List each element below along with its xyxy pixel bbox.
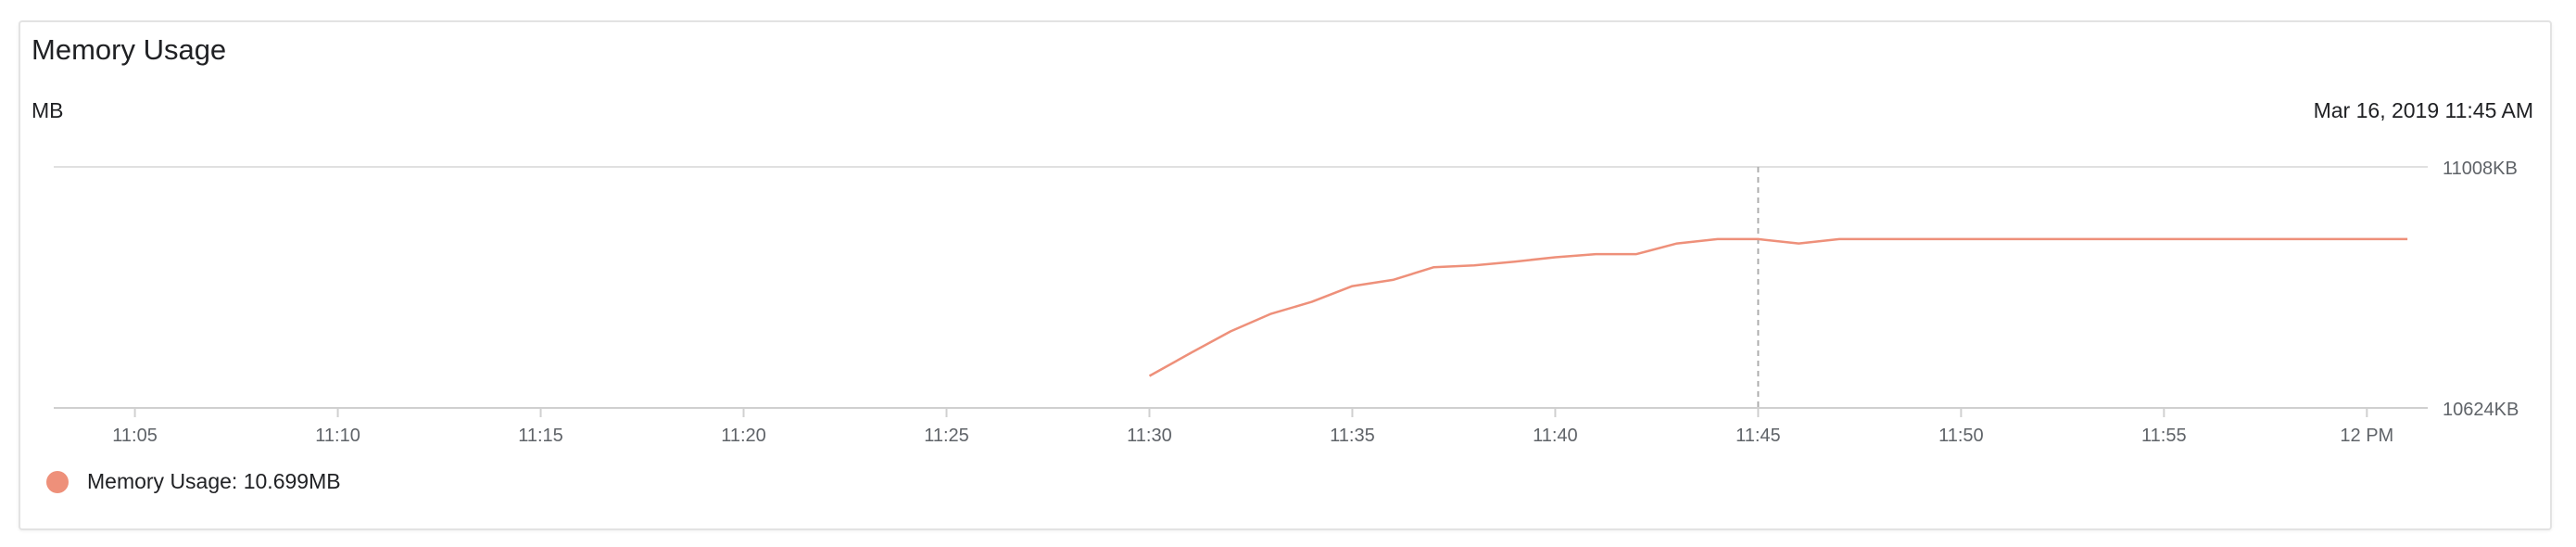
hover-timestamp: Mar 16, 2019 11:45 AM — [2313, 98, 2533, 122]
legend-label: Memory Usage: 10.699MB — [87, 469, 341, 493]
panel-title: Memory Usage — [32, 33, 227, 66]
x-tick-label: 11:45 — [1736, 426, 1781, 446]
unit-label: MB — [32, 98, 64, 122]
memory-usage-panel — [19, 20, 2552, 530]
x-tick-label: 11:50 — [1938, 426, 1984, 446]
x-tick-label: 11:40 — [1533, 426, 1578, 446]
x-tick-label: 11:15 — [518, 426, 563, 446]
legend-swatch — [46, 470, 69, 493]
x-tick-label: 11:35 — [1330, 426, 1375, 446]
y-tick-label: 11008KB — [2443, 159, 2518, 179]
y-tick-label: 10624KB — [2443, 400, 2519, 420]
x-tick-label: 11:05 — [112, 426, 158, 446]
x-tick-label: 11:25 — [924, 426, 969, 446]
legend[interactable]: Memory Usage: 10.699MB — [46, 469, 341, 494]
x-tick-label: 12 PM — [2340, 426, 2393, 446]
x-tick-label: 11:20 — [721, 426, 766, 446]
x-tick-label: 11:30 — [1127, 426, 1172, 446]
x-tick-label: 11:55 — [2141, 426, 2187, 446]
memory-usage-series-line — [1148, 237, 2408, 377]
x-tick-label: 11:10 — [315, 426, 360, 446]
